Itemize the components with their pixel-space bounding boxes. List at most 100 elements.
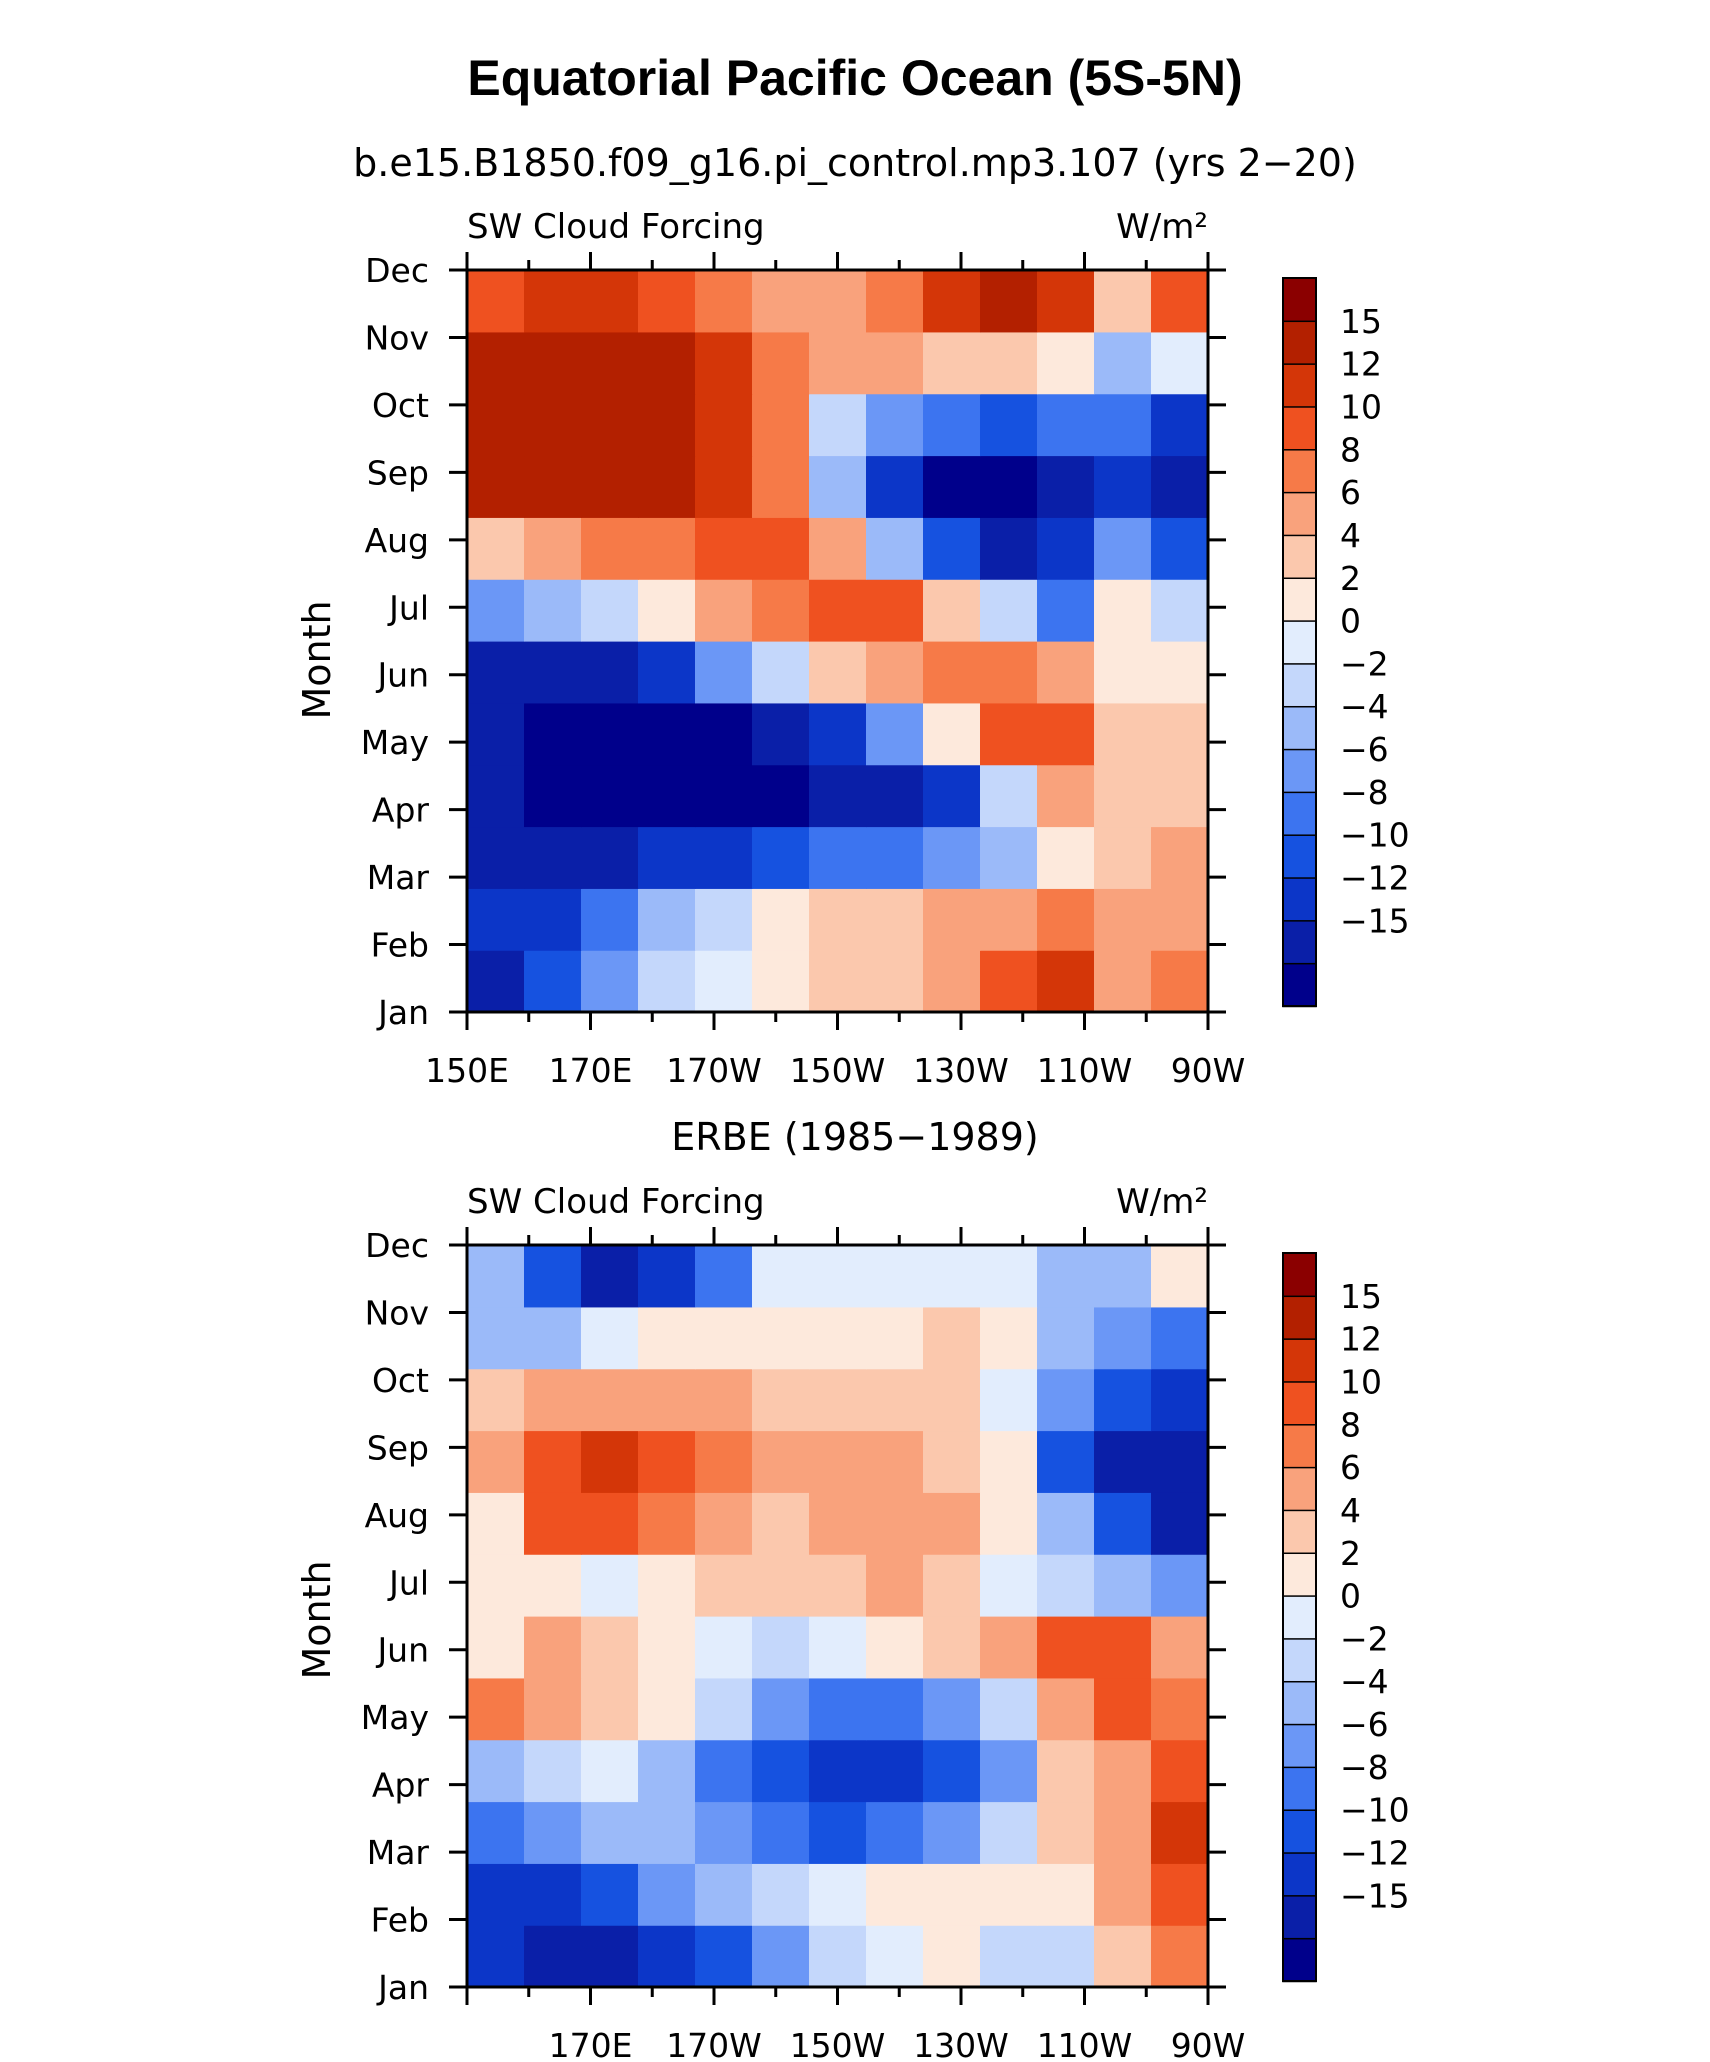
colorbar-label: 6 [1340, 473, 1361, 512]
heatmap-cell [809, 1368, 867, 1432]
heatmap-cell [809, 1677, 867, 1741]
heatmap-cell [524, 641, 582, 704]
colorbar-segment [1282, 491, 1317, 537]
heatmap-cell [581, 950, 639, 1013]
heatmap-cell [695, 950, 753, 1013]
colorbar-label: 8 [1340, 1405, 1361, 1444]
heatmap-cell [1094, 1245, 1152, 1308]
heatmap-cell [1094, 888, 1152, 951]
heatmap-cell [752, 764, 810, 828]
heatmap-cell [980, 1554, 1038, 1617]
heatmap-cell [638, 950, 696, 1013]
heatmap-cell [695, 393, 753, 457]
heatmap-cell [638, 702, 696, 766]
heatmap-cell [695, 702, 753, 766]
heatmap-cell [1094, 764, 1152, 828]
heatmap-cell [752, 950, 810, 1013]
colorbar-segment [1282, 405, 1317, 451]
heatmap-cell [695, 1801, 753, 1864]
heatmap-cell [752, 455, 810, 518]
heatmap-cell [1037, 331, 1095, 395]
heatmap-cell [581, 1368, 639, 1432]
colorbar-frame [1282, 277, 1317, 1007]
heatmap-cell [638, 1245, 696, 1308]
heatmap-cell [809, 1801, 867, 1864]
heatmap-cell [524, 1554, 582, 1617]
heatmap-cell [1151, 1616, 1209, 1679]
heatmap-cell [923, 517, 981, 580]
heatmap-cell [923, 270, 981, 333]
heatmap-cell [923, 455, 981, 518]
colorbar-label: −10 [1340, 816, 1410, 855]
heatmap-cell [581, 702, 639, 766]
heatmap-cell [581, 1430, 639, 1493]
heatmap-cell [695, 1306, 753, 1370]
colorbar-label: 6 [1340, 1448, 1361, 1487]
colorbar-label: 12 [1340, 1320, 1382, 1359]
y-tick-label: Mar [367, 858, 430, 897]
colorbar-label: −8 [1340, 773, 1389, 812]
heatmap-cell [1037, 826, 1095, 889]
heatmap-cell [638, 455, 696, 518]
heatmap-cell [923, 1368, 981, 1432]
heatmap-cell [866, 1863, 924, 1926]
heatmap-cell [809, 1739, 867, 1803]
x-tick-label: 170E [549, 2026, 633, 2062]
heatmap-cell [581, 331, 639, 395]
heatmap-cell [524, 1368, 582, 1432]
panel-erbe-x-ticks: 170E 170W 150W 130W 110W 90W [465, 1227, 1245, 2062]
panel-erbe-heatmap [467, 1245, 1209, 1988]
x-tick-label: 110W [1037, 2026, 1133, 2062]
heatmap-cell [752, 1306, 810, 1370]
heatmap-cell [1151, 702, 1209, 766]
y-tick-label: Dec [365, 1226, 429, 1265]
heatmap-cell [1094, 331, 1152, 395]
colorbar-segment [1282, 833, 1317, 879]
heatmap-cell [923, 1492, 981, 1555]
heatmap-cell [524, 1677, 582, 1741]
heatmap-cell [1094, 393, 1152, 457]
heatmap-cell [980, 641, 1038, 704]
heatmap-cell [809, 1616, 867, 1679]
heatmap-cell [1094, 1801, 1152, 1864]
heatmap-cell [980, 1245, 1038, 1308]
colorbar-segment [1282, 320, 1317, 365]
heatmap-cell [1151, 1245, 1209, 1308]
colorbar-label: −6 [1340, 1705, 1389, 1744]
heatmap-cell [1037, 270, 1095, 333]
heatmap-cell [695, 1492, 753, 1555]
y-tick-label: Mar [367, 1833, 430, 1872]
heatmap-cell [467, 1801, 525, 1864]
heatmap-cell [1151, 641, 1209, 704]
heatmap-cell [581, 1616, 639, 1679]
y-tick-label: Jun [375, 1631, 429, 1670]
heatmap-cell [524, 455, 582, 518]
heatmap-cell [866, 331, 924, 395]
heatmap-cell [524, 1616, 582, 1679]
heatmap-cell [467, 1863, 525, 1926]
heatmap-cell [467, 393, 525, 457]
heatmap-cell [809, 641, 867, 704]
heatmap-cell [1094, 1616, 1152, 1679]
heatmap-cell [1094, 455, 1152, 518]
heatmap-cell [1151, 1430, 1209, 1493]
panel-erbe-frame [465, 1243, 1210, 1989]
heatmap-cell [581, 1554, 639, 1617]
heatmap-cell [467, 764, 525, 828]
heatmap-cell [1094, 579, 1152, 642]
heatmap-cell [980, 579, 1038, 642]
heatmap-cell [581, 1925, 639, 1988]
heatmap-cell [467, 826, 525, 889]
colorbar-segment [1282, 1380, 1317, 1426]
y-tick-label: Oct [372, 386, 429, 425]
heatmap-cell [1094, 826, 1152, 889]
heatmap-cell [695, 270, 753, 333]
heatmap-cell [980, 888, 1038, 951]
heatmap-cell [638, 1492, 696, 1555]
heatmap-cell [980, 517, 1038, 580]
heatmap-cell [866, 1430, 924, 1493]
heatmap-cell [866, 826, 924, 889]
heatmap-cell [866, 1739, 924, 1803]
heatmap-cell [524, 1306, 582, 1370]
panel-erbe-y-ticks: Jan Feb Mar Apr May Jun Jul Aug Sep Oct Nov Dec [361, 1226, 1226, 2007]
